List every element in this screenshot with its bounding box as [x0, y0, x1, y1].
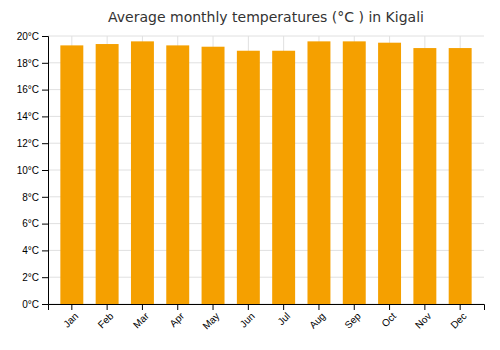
tick-label: 0°C — [22, 299, 39, 310]
tick-mark — [42, 197, 48, 198]
tick-label: 20°C — [17, 31, 39, 42]
tick: 16°C — [17, 84, 48, 95]
tick: 2°C — [22, 272, 48, 283]
axis-line — [42, 37, 49, 305]
tick-label: 2°C — [22, 272, 39, 283]
tick-mark — [42, 224, 48, 225]
tick: Jun — [238, 304, 257, 330]
tick-label: 10°C — [17, 165, 39, 176]
tick-mark — [248, 304, 249, 310]
tick-mark — [213, 304, 214, 310]
tick-label: Nov — [413, 310, 433, 330]
plot: Jan Feb Mar Apr May Jun Jul Aug Sep Oct Nov Dec 0°C 2… — [17, 31, 485, 332]
tick-mark — [142, 304, 143, 310]
axis-line — [49, 305, 485, 311]
y-axis: 0°C 2°C 4°C 6°C 8°C 10°C 12°C 14°C 16°C 18°C 20°C — [17, 31, 49, 310]
tick: May — [200, 304, 221, 332]
bar — [166, 45, 189, 304]
bar — [60, 45, 83, 304]
tick-mark — [42, 63, 48, 64]
x-axis: Jan Feb Mar Apr May Jun Jul Aug Sep Oct Nov Dec — [49, 304, 485, 332]
tick-label: 8°C — [22, 192, 39, 203]
tick-mark — [42, 170, 48, 171]
title: Average monthly temperatures (°C ) in Ki… — [108, 9, 424, 25]
tick-label: Sep — [342, 310, 363, 331]
bar — [131, 41, 154, 304]
bar — [96, 44, 119, 304]
bar — [307, 41, 330, 304]
tick: 18°C — [17, 58, 48, 69]
tick-label: Jun — [238, 310, 257, 329]
tick: Nov — [413, 304, 433, 331]
tick: Jan — [61, 304, 80, 330]
tick-mark — [42, 143, 48, 144]
tick-mark — [424, 304, 425, 310]
tick: Feb — [96, 304, 116, 330]
chart: Jan Feb Mar Apr May Jun Jul Aug Sep Oct Nov Dec 0°C 2… — [0, 0, 500, 350]
tick: 6°C — [22, 218, 48, 229]
tick: Oct — [379, 304, 398, 329]
tick: Apr — [167, 304, 186, 329]
tick-label: 6°C — [22, 218, 39, 229]
tick: 20°C — [17, 31, 48, 42]
bar — [449, 48, 472, 304]
bar — [272, 51, 295, 304]
tick: Jul — [275, 304, 292, 327]
tick-mark — [42, 36, 48, 37]
tick-label: Dec — [448, 310, 468, 330]
tick: Sep — [342, 304, 363, 331]
tick: Mar — [131, 304, 151, 330]
tick-mark — [42, 116, 48, 117]
tick-mark — [42, 304, 48, 305]
tick-mark — [283, 304, 284, 310]
tick-mark — [177, 304, 178, 310]
tick-label: Apr — [167, 310, 186, 329]
tick-label: 14°C — [17, 111, 39, 122]
bar — [202, 47, 225, 304]
tick-label: Feb — [96, 310, 116, 330]
tick-label: 4°C — [22, 245, 39, 256]
tick: 4°C — [22, 245, 48, 256]
tick: Dec — [448, 304, 468, 331]
tick-mark — [107, 304, 108, 310]
tick-mark — [460, 304, 461, 310]
bar — [343, 41, 366, 304]
tick-mark — [42, 277, 48, 278]
tick-label: 12°C — [17, 138, 39, 149]
bar — [237, 51, 260, 304]
tick-mark — [71, 304, 72, 310]
tick-label: Mar — [131, 310, 151, 330]
tick-label: Jul — [275, 310, 292, 327]
bars — [60, 41, 471, 304]
bar — [413, 48, 436, 304]
tick: 0°C — [22, 299, 48, 310]
tick: 8°C — [22, 192, 48, 203]
tick-mark — [318, 304, 319, 310]
tick: Aug — [307, 304, 327, 331]
tick-mark — [389, 304, 390, 310]
tick-mark — [354, 304, 355, 310]
tick-mark — [42, 250, 48, 251]
tick: 10°C — [17, 165, 48, 176]
tick-label: 18°C — [17, 58, 39, 69]
tick-label: 16°C — [17, 84, 39, 95]
tick: 12°C — [17, 138, 48, 149]
tick-label: Jan — [61, 310, 80, 329]
tick: 14°C — [17, 111, 48, 122]
tick-label: Oct — [379, 310, 398, 329]
tick-label: Aug — [307, 310, 327, 330]
bar — [378, 43, 401, 304]
tick-label: May — [200, 310, 221, 331]
grid — [48, 36, 484, 304]
grid-line — [48, 36, 484, 37]
tick-mark — [42, 90, 48, 91]
